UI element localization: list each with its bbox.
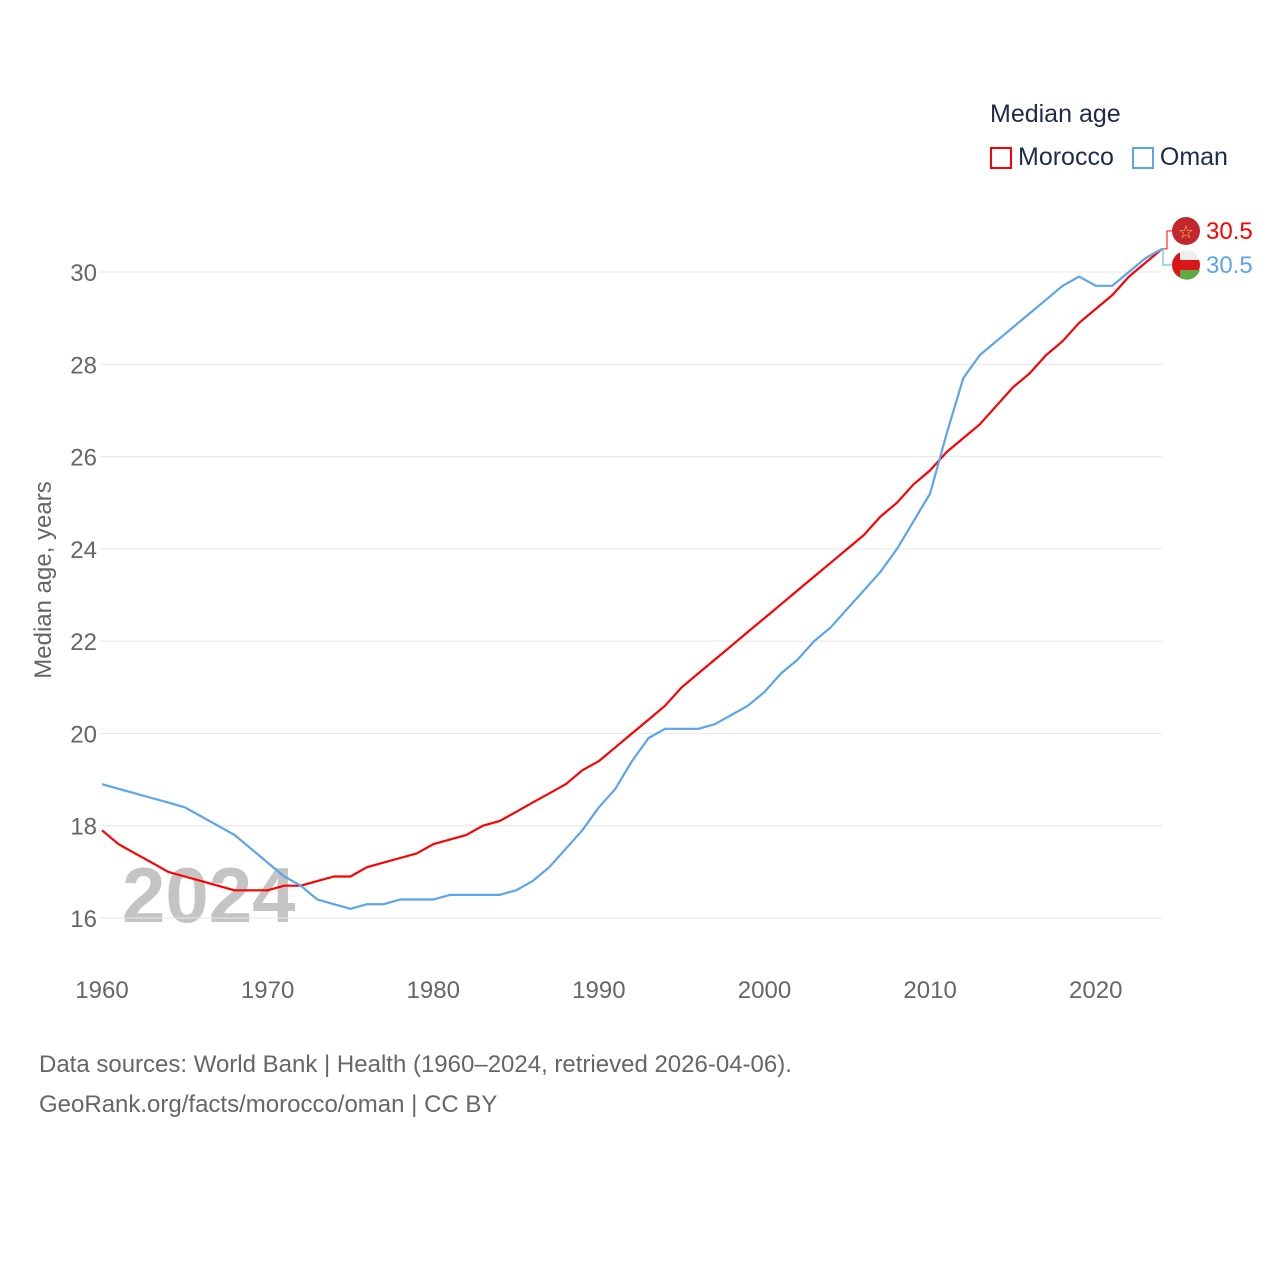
- y-tick-label: 16: [70, 906, 97, 933]
- series-line-oman: [101, 247, 1163, 910]
- legend-swatch-oman: [1131, 146, 1154, 169]
- year-watermark: 2024: [122, 851, 296, 939]
- legend-item-oman[interactable]: Oman: [1131, 143, 1228, 172]
- y-tick-label: 20: [70, 721, 97, 748]
- connector-oman: [1162, 248, 1173, 266]
- series-line-morocco: [101, 248, 1163, 892]
- end-value-label: 30.5: [1206, 252, 1253, 279]
- legend-item-morocco[interactable]: Morocco: [990, 143, 1114, 172]
- y-tick-label: 24: [70, 537, 97, 564]
- oman-flag-white: [1180, 250, 1200, 260]
- source-note: Data sources: World Bank | Health (1960–…: [39, 1045, 792, 1125]
- legend-title: Median age: [990, 100, 1121, 128]
- end-value-label: 30.5: [1206, 218, 1253, 245]
- x-tick-label: 1960: [75, 977, 128, 1004]
- flag-star-icon: ☆: [1178, 222, 1194, 242]
- y-tick-label: 30: [70, 260, 97, 287]
- y-tick-label: 28: [70, 352, 97, 379]
- x-tick-label: 1980: [407, 977, 460, 1004]
- y-tick-label: 22: [70, 629, 97, 656]
- legend-swatch-morocco: [990, 146, 1012, 169]
- x-tick-label: 2000: [738, 977, 791, 1004]
- source-link[interactable]: GeoRank.org/facts/morocco/oman | CC BY: [39, 1091, 498, 1118]
- morocco-flag-icon: [1172, 217, 1200, 245]
- y-axis-label: Median age, years: [30, 481, 57, 678]
- y-tick-label: 26: [70, 445, 97, 472]
- source-line: Data sources: World Bank | Health (1960–…: [39, 1051, 792, 1078]
- legend: Morocco Oman: [990, 143, 1228, 172]
- oman-flag-green: [1180, 270, 1200, 280]
- x-tick-label: 1970: [241, 977, 294, 1004]
- x-tick-label: 2010: [903, 977, 956, 1004]
- connector-morocco: [1162, 230, 1173, 250]
- x-tick-label: 1990: [572, 977, 625, 1004]
- x-tick-label: 2020: [1069, 977, 1122, 1004]
- legend-label: Oman: [1159, 143, 1228, 171]
- y-tick-label: 18: [70, 814, 97, 841]
- legend-label: Morocco: [1018, 143, 1114, 171]
